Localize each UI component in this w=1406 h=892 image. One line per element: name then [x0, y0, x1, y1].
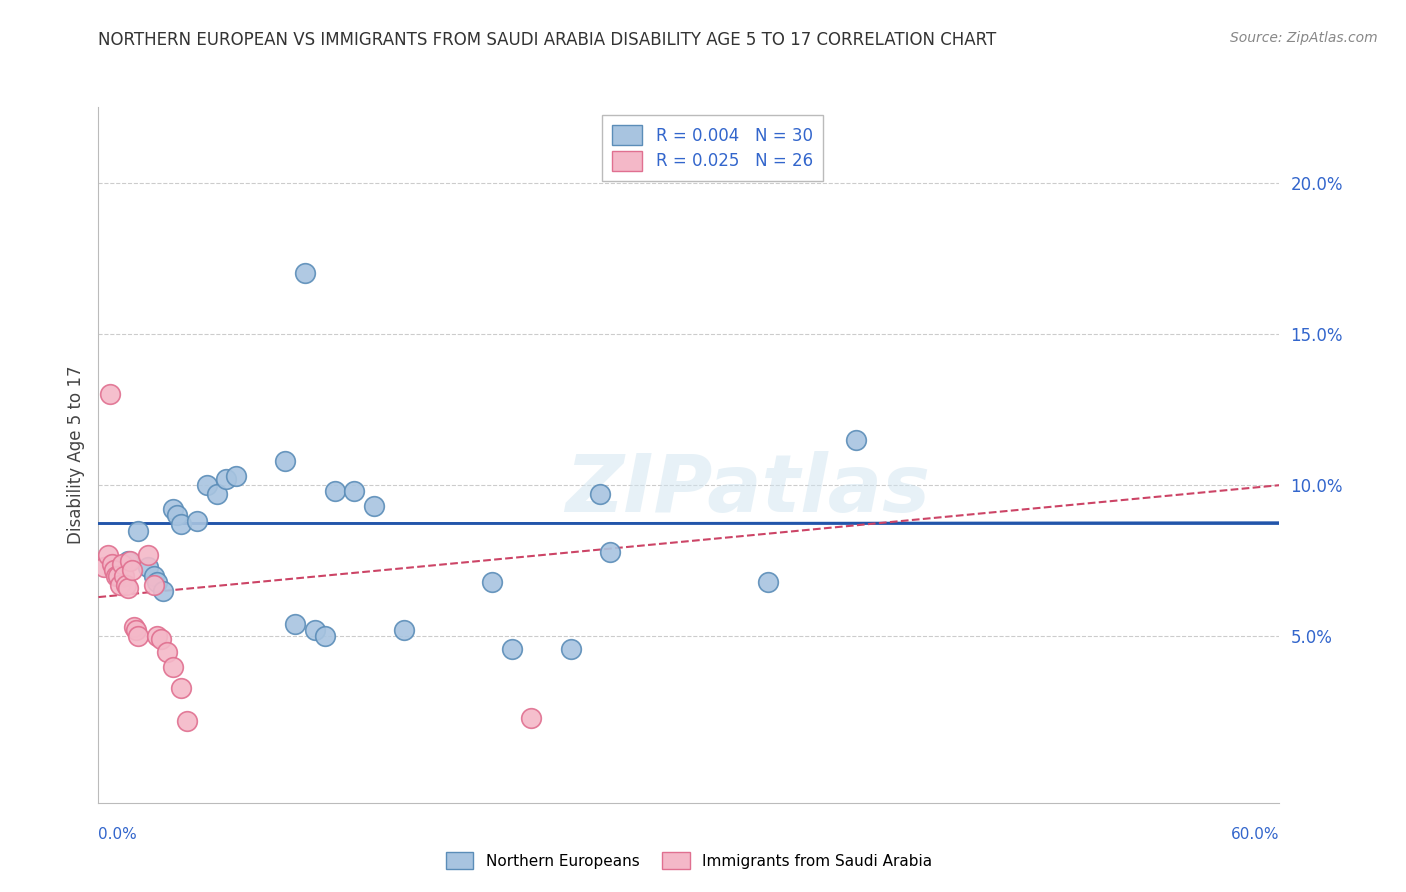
Point	[304, 624, 326, 638]
Point	[294, 267, 316, 281]
Point	[98, 387, 121, 401]
Point	[599, 545, 621, 559]
Text: 60.0%: 60.0%	[1232, 827, 1279, 841]
Point	[117, 554, 139, 568]
Point	[125, 624, 148, 638]
Point	[152, 584, 174, 599]
Text: 0.0%: 0.0%	[98, 827, 138, 841]
Point	[122, 620, 145, 634]
Point	[284, 617, 307, 632]
Point	[127, 629, 149, 643]
Point	[105, 569, 128, 583]
Point	[205, 487, 228, 501]
Point	[115, 578, 138, 592]
Point	[136, 548, 159, 562]
Point	[101, 557, 124, 571]
Point	[343, 484, 366, 499]
Point	[170, 681, 193, 695]
Point	[323, 484, 346, 499]
Point	[121, 563, 143, 577]
Point	[93, 559, 115, 574]
Point	[195, 478, 218, 492]
Point	[156, 644, 179, 658]
Point	[225, 469, 247, 483]
Point	[756, 574, 779, 589]
Point	[560, 641, 582, 656]
Point	[162, 502, 184, 516]
Text: Source: ZipAtlas.com: Source: ZipAtlas.com	[1230, 31, 1378, 45]
Point	[103, 563, 125, 577]
Point	[392, 624, 415, 638]
Point	[136, 559, 159, 574]
Point	[142, 578, 165, 592]
Point	[127, 524, 149, 538]
Point	[107, 569, 129, 583]
Point	[97, 548, 120, 562]
Point	[176, 714, 198, 728]
Point	[118, 554, 141, 568]
Text: ZIPatlas: ZIPatlas	[565, 450, 931, 529]
Point	[111, 557, 134, 571]
Point	[186, 515, 208, 529]
Point	[363, 500, 385, 514]
Point	[150, 632, 173, 647]
Point	[274, 454, 297, 468]
Legend: R = 0.004   N = 30, R = 0.025   N = 26: R = 0.004 N = 30, R = 0.025 N = 26	[602, 115, 823, 180]
Point	[845, 433, 868, 447]
Point	[520, 711, 543, 725]
Point	[166, 508, 188, 523]
Y-axis label: Disability Age 5 to 17: Disability Age 5 to 17	[66, 366, 84, 544]
Point	[215, 472, 238, 486]
Point	[142, 569, 165, 583]
Point	[112, 569, 135, 583]
Point	[481, 574, 503, 589]
Point	[146, 574, 169, 589]
Point	[108, 578, 131, 592]
Point	[589, 487, 612, 501]
Point	[146, 629, 169, 643]
Legend: Northern Europeans, Immigrants from Saudi Arabia: Northern Europeans, Immigrants from Saud…	[440, 846, 938, 875]
Text: NORTHERN EUROPEAN VS IMMIGRANTS FROM SAUDI ARABIA DISABILITY AGE 5 TO 17 CORRELA: NORTHERN EUROPEAN VS IMMIGRANTS FROM SAU…	[98, 31, 997, 49]
Point	[170, 517, 193, 532]
Point	[162, 659, 184, 673]
Point	[501, 641, 523, 656]
Point	[117, 581, 139, 595]
Point	[314, 629, 336, 643]
